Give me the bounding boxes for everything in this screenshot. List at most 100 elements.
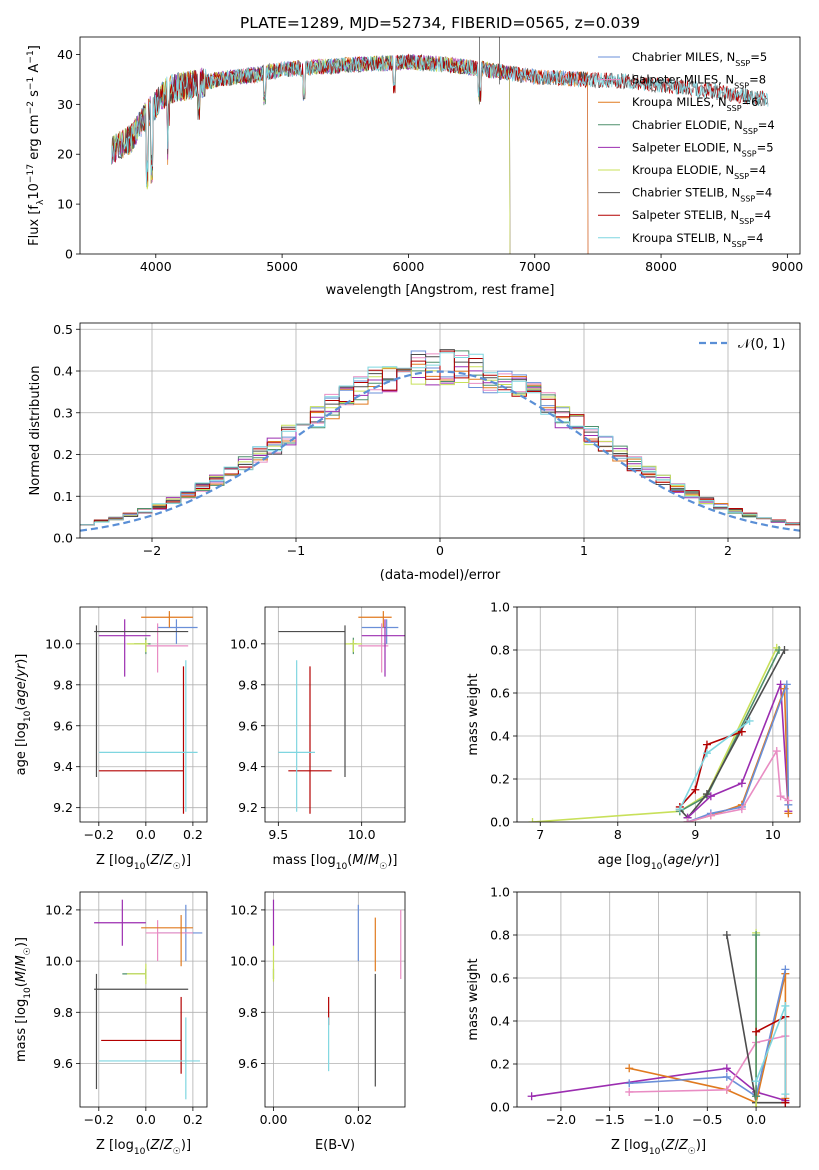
y-tick-label: 1.0 [490,600,510,615]
x-tick-label: 0.00 [260,1112,288,1127]
plot-area [94,611,198,814]
axes-frame [516,891,801,1108]
series-marker [675,805,684,814]
spectrum-series [111,54,769,188]
x-tick-label: 5000 [266,259,298,274]
axes-frame [516,606,801,823]
histogram-series [80,352,800,526]
panel-8: −2.0 −1.5 −1.0 −0.5 0.0 0.0 0.2 0.4 0.6 0.8 1.0 [490,885,801,1127]
series-marker [752,1027,761,1036]
series-marker [752,1077,761,1086]
y-tick-label: 9.6 [238,1056,258,1071]
plot-area [272,899,402,1087]
legend-label: Kroupa MILES, NSSP=6 [632,95,758,113]
x-tick-label: 7000 [519,259,551,274]
series-marker [784,809,793,818]
series-marker [752,1103,761,1107]
y-tick-label: 10.2 [45,902,73,917]
series-marker [722,1085,731,1094]
series-marker [722,1072,731,1081]
x-tick-label: 0.02 [344,1112,372,1127]
plot-area [527,928,790,1107]
panel-7: 0.00 0.02 9.6 9.8 10.0 10.2 [230,891,406,1127]
y-tick-label: 0.6 [490,686,510,701]
series-marker [706,811,715,820]
x-tick-label: 0.2 [183,1112,203,1127]
y-tick-label: 0.8 [490,643,510,658]
x-tick-label: 10.0 [348,827,376,842]
y-tick-label: 9.6 [53,718,73,733]
y-tick-label: 0.8 [490,928,510,943]
x-axis-label: wavelength [Angstrom, rest frame] [326,283,555,298]
x-tick-label: −2 [143,543,161,558]
x-tick-label: 0 [436,543,444,558]
y-tick-label: 0.3 [53,405,73,420]
y-tick-label: 10.0 [45,636,73,651]
series-marker [691,785,700,794]
y-tick-label: 9.6 [238,718,258,733]
panel-2: −2 −1 0 1 2 0.0 0.1 0.2 0.3 0.4 0.5 [53,322,801,558]
y-tick-label: 0.4 [490,729,510,744]
series-marker [752,1092,761,1101]
x-tick-label: 0.0 [136,827,156,842]
series-marker [722,1064,731,1073]
y-tick-label: 0.0 [53,531,73,546]
y-tick-label: 9.8 [238,1005,258,1020]
x-tick-label: −1.5 [595,1112,625,1127]
x-axis-label: Z [log10(Z/Z☉)] [96,853,191,872]
y-tick-label: 20 [57,147,73,162]
x-tick-label: 8 [614,827,622,842]
y-tick-label: 9.4 [53,759,73,774]
legend-label: Salpeter ELODIE, NSSP=5 [632,140,774,158]
axes-frame [79,322,801,539]
x-tick-label: −1.0 [643,1112,673,1127]
x-axis-label: mass [log10(M/M☉)] [273,853,398,872]
series-marker [784,796,793,805]
y-tick-label: 10.0 [45,954,73,969]
legend-label: Chabrier MILES, NSSP=5 [632,50,767,68]
legend-label: Salpeter STELIB, NSSP=4 [632,208,771,226]
series-marker [625,1064,634,1073]
legend-label: Salpeter MILES, NSSP=8 [632,73,766,91]
series-line [687,748,789,822]
series-marker [625,1087,634,1096]
y-tick-label: 0.2 [490,772,510,787]
series-marker [781,1090,790,1099]
x-tick-label: 0.0 [746,1112,766,1127]
x-tick-label: 9 [691,827,699,842]
legend-label: Chabrier STELIB, NSSP=4 [632,186,772,204]
plot-area [94,899,203,1100]
series-marker [781,1098,790,1107]
series-marker [737,805,746,814]
panel-1: 4000 5000 6000 7000 8000 9000 0 10 20 30 40 [57,36,803,274]
panel-6: −0.2 0.0 0.2 9.6 9.8 10.0 10.2 [45,891,208,1127]
panel-5: 7 8 9 10 0.0 0.2 0.4 0.6 0.8 1.0 [490,600,801,842]
x-tick-label: 8000 [645,259,677,274]
series-marker [782,680,791,689]
series-marker [781,1001,790,1010]
y-axis-label: Normed distribution [28,366,43,496]
y-tick-label: 0.6 [490,971,510,986]
axes-frame [79,891,208,1108]
x-tick-label: −0.2 [84,1112,114,1127]
x-tick-label: 9000 [771,259,803,274]
series-marker [752,931,761,939]
series-marker [702,749,711,758]
y-tick-label: 0.0 [490,1100,510,1115]
legend-label: 𝒩(0, 1) [738,337,785,352]
y-axis-label: mass weight [466,958,481,1040]
series-marker [776,792,785,801]
y-tick-label: 0.4 [490,1014,510,1029]
legend-label: Kroupa STELIB, NSSP=4 [632,231,763,249]
x-tick-label: 7 [536,827,544,842]
legend-label: Kroupa ELODIE, NSSP=4 [632,163,766,181]
x-tick-label: 9.5 [268,827,288,842]
legend-label: Chabrier ELODIE, NSSP=4 [632,118,775,136]
series-marker [683,818,692,822]
series-marker [772,747,781,756]
y-tick-label: 0.5 [53,322,73,337]
y-tick-label: 9.2 [53,800,73,815]
series-line [679,649,786,819]
y-axis-label: mass weight [466,673,481,755]
